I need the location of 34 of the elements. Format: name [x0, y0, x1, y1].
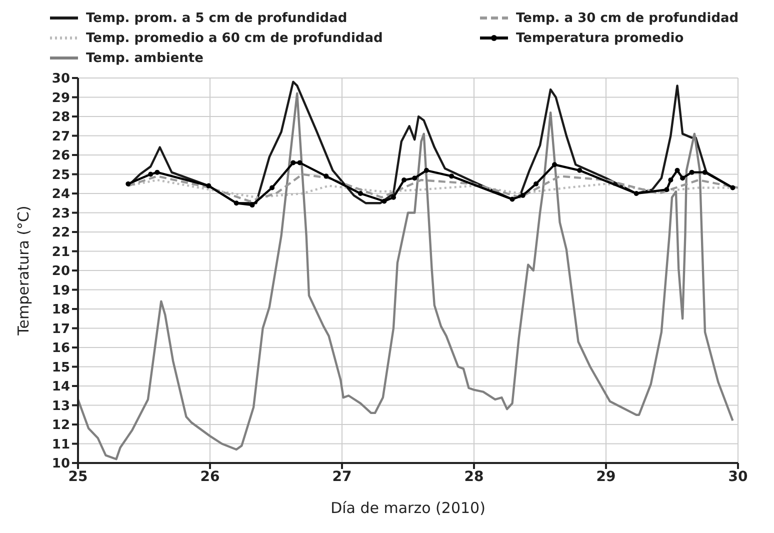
- y-tick-label: 14: [52, 380, 70, 395]
- y-tick-label: 12: [52, 418, 70, 434]
- y-tick-label: 29: [52, 90, 70, 106]
- legend-label: Temp. a 30 cm de profundidad: [515, 10, 740, 28]
- y-tick-label: 22: [52, 226, 70, 241]
- y-tick-label: 17: [52, 322, 70, 337]
- y-tick-label: 11: [52, 437, 70, 452]
- x-axis-title: Día de marzo (2010): [330, 499, 486, 517]
- x-tick-label: 25: [68, 468, 88, 485]
- x-tick-label: 26: [200, 468, 220, 485]
- y-tick-label: 21: [52, 244, 70, 260]
- y-tick-label: 27: [52, 129, 70, 144]
- y-tick-label: 20: [52, 264, 70, 280]
- y-tick-label: 24: [52, 187, 70, 202]
- legend-label: Temp. ambiente: [85, 50, 204, 68]
- y-tick-label: 10: [52, 456, 70, 472]
- y-tick-label: 18: [52, 302, 70, 318]
- y-axis-title: Temperatura (°C): [14, 206, 32, 336]
- y-tick-label: 25: [52, 168, 70, 183]
- y-tick-label: 28: [52, 110, 70, 126]
- y-tick-label: 16: [52, 341, 70, 356]
- y-tick-label: 13: [52, 398, 70, 414]
- y-tick-label: 19: [52, 283, 70, 298]
- x-tick-label: 29: [596, 468, 616, 485]
- x-tick-label: 28: [464, 468, 484, 485]
- x-tick-label: 30: [728, 468, 748, 485]
- legend-label: Temperatura promedio: [515, 30, 685, 48]
- y-tick-label: 15: [52, 360, 70, 376]
- y-tick-label: 26: [52, 148, 70, 164]
- y-tick-label: 30: [52, 72, 70, 87]
- y-tick-label: 23: [52, 206, 70, 222]
- legend-label: Temp. prom. a 5 cm de profundidad: [85, 10, 348, 28]
- x-tick-label: 27: [332, 468, 352, 485]
- legend-label: Temp. promedio a 60 cm de profundidad: [85, 30, 384, 48]
